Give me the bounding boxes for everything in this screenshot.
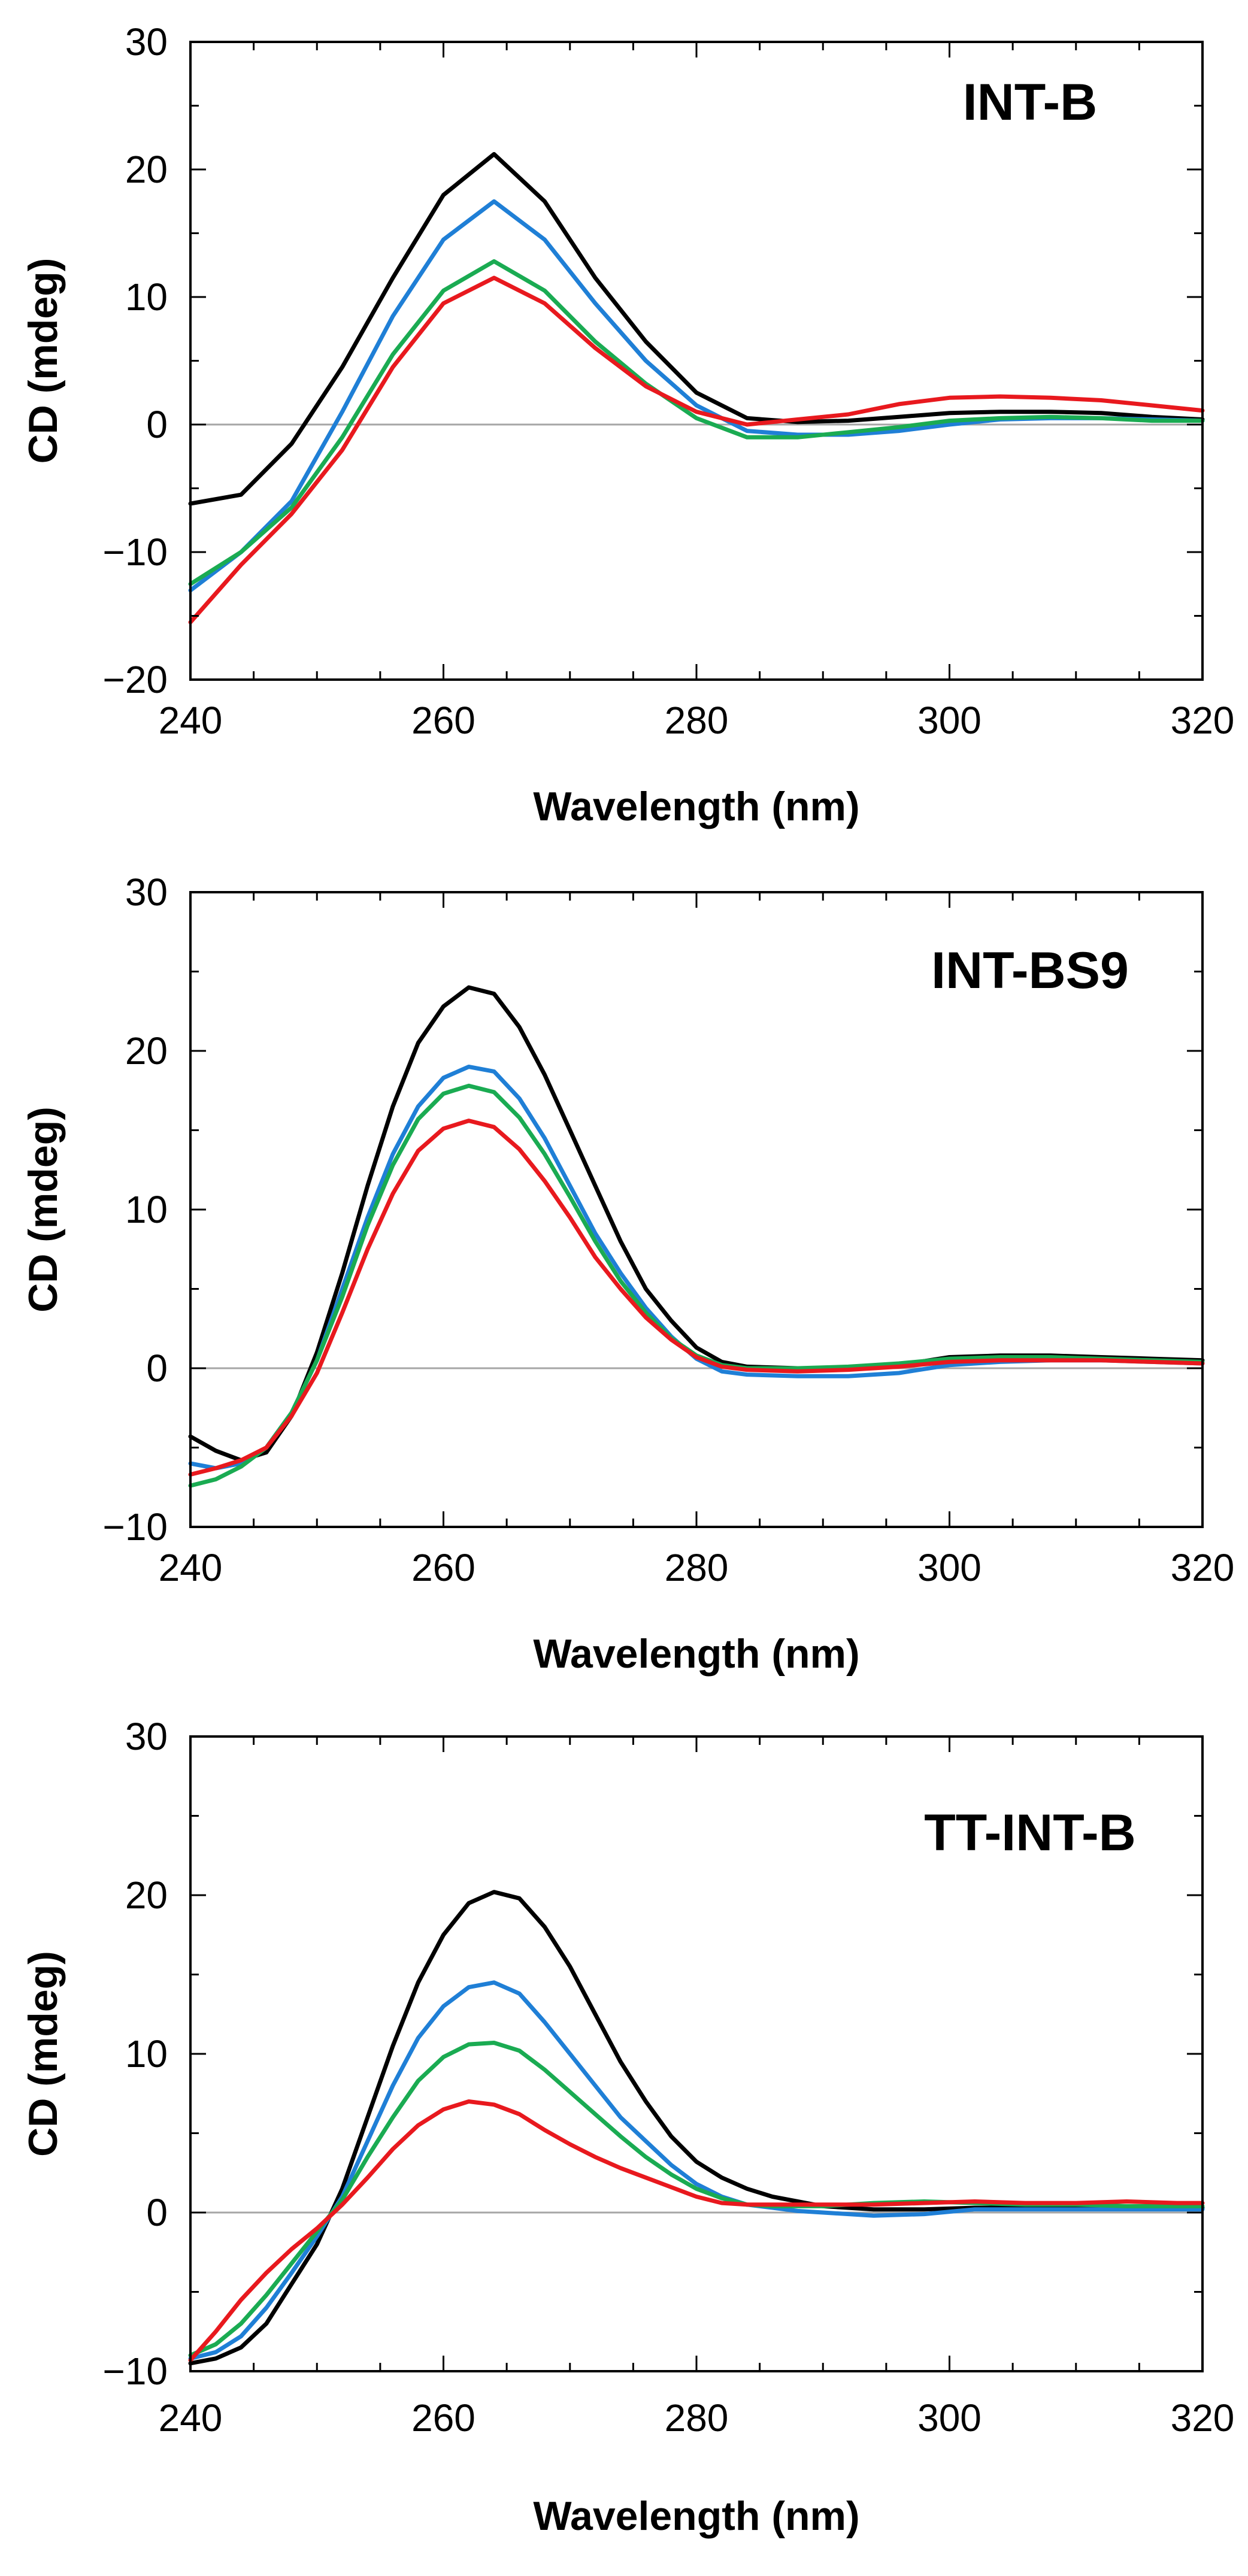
plot-frame <box>189 41 1204 681</box>
y-tick-label: −10 <box>102 1505 168 1548</box>
x-tick-label: 240 <box>159 1546 223 1589</box>
chart-tt-int-b: 240 260 280 300 320 30 20 10 0 −10 Wavelength (nm)… <box>20 1715 1235 2539</box>
series-line-blue <box>188 1980 1205 2361</box>
x-tick-label: 260 <box>411 2396 475 2439</box>
x-tick-label: 260 <box>411 1546 475 1589</box>
x-tick-label: 300 <box>917 699 982 742</box>
y-tick-label: 0 <box>146 403 168 446</box>
x-axis-title: Wavelength (nm) <box>533 1631 859 1677</box>
y-tick-label: 10 <box>125 275 168 319</box>
y-tick-label: 30 <box>125 1715 168 1758</box>
series-line-black <box>188 151 1205 506</box>
y-tick-label: 10 <box>125 1188 168 1231</box>
x-tick-label: 280 <box>665 1546 729 1589</box>
y-tick-label: 0 <box>146 1347 168 1390</box>
y-tick-label: −10 <box>102 2350 168 2393</box>
y-tick-label: 20 <box>125 1029 168 1072</box>
y-axis-title: CD (mdeg) <box>20 258 66 464</box>
x-tick-label: 320 <box>1171 2396 1235 2439</box>
y-tick-label: 20 <box>125 148 168 191</box>
chart-panel-int-b: 240 260 280 300 320 30 20 10 0 −10 −20 Wavelength (… <box>0 0 1248 850</box>
chart-panel-int-bs9: 240 260 280 300 320 30 20 10 0 −10 Wavelength (nm)… <box>0 862 1248 1689</box>
chart-int-b: 240 260 280 300 320 30 20 10 0 −10 −20 Wavelength (… <box>20 20 1235 829</box>
y-tick-label: 20 <box>125 1874 168 1917</box>
series-line-black <box>188 985 1205 1463</box>
x-axis-title: Wavelength (nm) <box>533 2493 859 2539</box>
chart-title: INT-B <box>963 74 1098 131</box>
y-tick-label: −10 <box>102 531 168 574</box>
series-line-red <box>188 2099 1205 2362</box>
x-tick-label: 240 <box>159 2396 223 2439</box>
chart-title: INT-BS9 <box>931 942 1129 999</box>
x-tick-label: 320 <box>1171 699 1235 742</box>
series-line-black <box>188 1890 1205 2366</box>
y-tick-label: 10 <box>125 2032 168 2075</box>
y-tick-label: 30 <box>125 20 168 63</box>
y-axis-title: CD (mdeg) <box>20 1951 66 2157</box>
x-tick-label: 280 <box>665 699 729 742</box>
chart-panel-tt-int-b: 240 260 280 300 320 30 20 10 0 −10 Wavelength (nm)… <box>0 1713 1248 2563</box>
y-tick-label: −20 <box>102 658 168 701</box>
x-tick-label: 300 <box>917 2396 982 2439</box>
x-tick-label: 240 <box>159 699 223 742</box>
y-axis-title: CD (mdeg) <box>20 1107 66 1313</box>
x-tick-label: 260 <box>411 699 475 742</box>
x-tick-label: 300 <box>917 1546 982 1589</box>
x-axis-title: Wavelength (nm) <box>533 784 859 829</box>
chart-title: TT-INT-B <box>924 1804 1136 1862</box>
series-line-red <box>188 275 1205 625</box>
series-line-red <box>188 1119 1205 1477</box>
chart-int-bs9: 240 260 280 300 320 30 20 10 0 −10 Wavelength (nm)… <box>20 871 1235 1677</box>
x-tick-label: 280 <box>665 2396 729 2439</box>
x-tick-label: 320 <box>1171 1546 1235 1589</box>
series-line-green <box>188 1083 1205 1488</box>
y-tick-label: 30 <box>125 871 168 914</box>
y-tick-label: 0 <box>146 2191 168 2234</box>
series-line-green <box>188 2041 1205 2357</box>
series-line-green <box>188 259 1205 586</box>
